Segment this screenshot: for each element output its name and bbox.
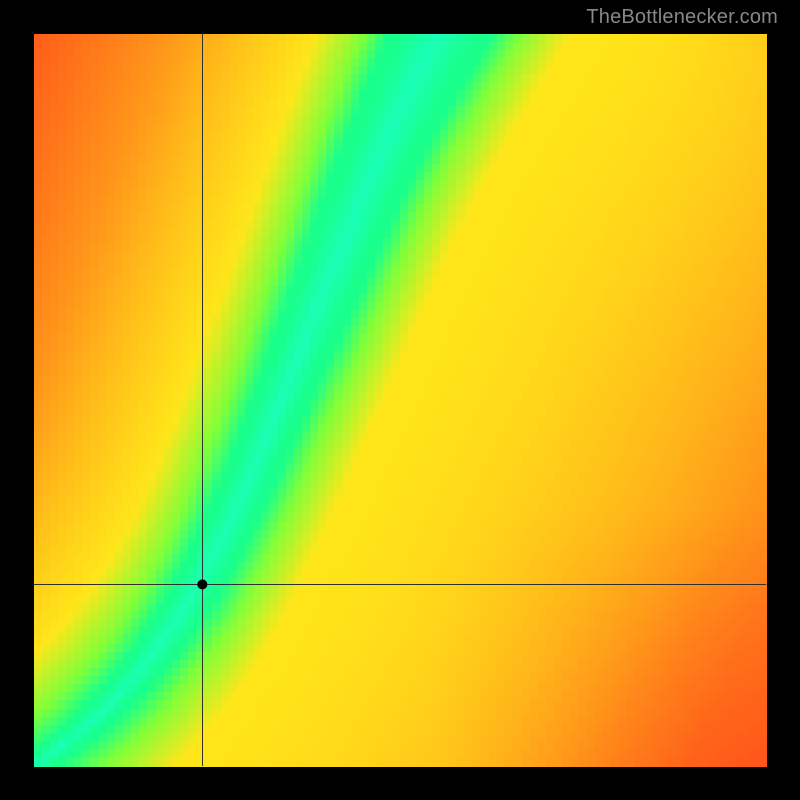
watermark-text: TheBottlenecker.com xyxy=(586,6,778,29)
bottleneck-heatmap xyxy=(0,0,800,800)
chart-container: { "watermark": { "text": "TheBottlenecke… xyxy=(0,0,800,800)
